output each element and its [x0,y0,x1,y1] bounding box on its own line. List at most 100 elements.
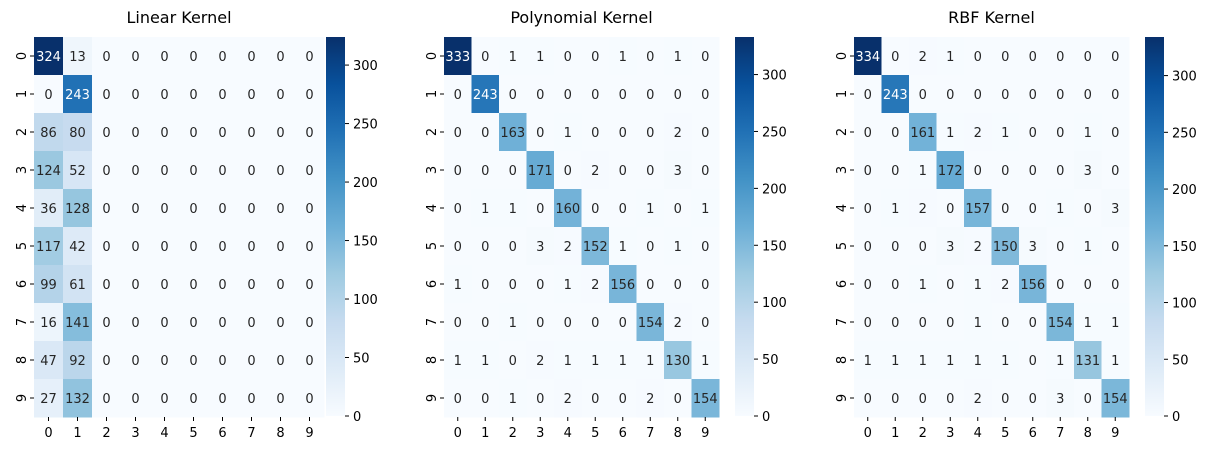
heatmap-cell [471,265,500,304]
heatmap-cell [636,75,665,114]
cell-label: 0 [536,392,544,407]
heatmap-cell [295,113,325,152]
cell-label: 0 [674,278,682,293]
heatmap-cell [691,341,720,380]
heatmap-cell [526,189,555,228]
cell-label: 1 [509,202,517,217]
x-tick-label: 6 [1029,426,1037,441]
cell-label: 0 [218,392,226,407]
heatmap-cell [179,113,209,152]
heatmap-cell [92,303,122,342]
heatmap-cell [664,265,692,304]
cell-label: 1 [509,392,517,407]
cell-label: 0 [305,50,313,65]
heatmap-cell [295,37,325,76]
cell-label: 0 [131,88,139,103]
heatmap-cell [266,37,296,76]
x-tick-label: 3 [536,426,544,441]
heatmap-cell [499,379,527,418]
heatmap-cell [991,151,1020,190]
cell-label: 0 [509,278,517,293]
cell-label: 0 [247,278,255,293]
heatmap-cell [964,113,992,152]
heatmap-cell [526,265,555,304]
cell-label: 1 [919,354,927,369]
heatmap-cell [34,151,64,190]
heatmap-cell [471,227,500,266]
colorbar-tick-label: 0 [1172,410,1180,425]
heatmap-cell [526,151,555,190]
cell-label: 0 [646,50,654,65]
heatmap-cell [554,75,582,114]
cell-label: 1 [674,50,682,65]
y-tick-label: 0 [425,52,440,60]
cell-label: 0 [189,316,197,331]
heatmap-cell [909,303,937,342]
heatmap-cell [295,341,325,380]
heatmap-cell [664,227,692,266]
cell-label: 2 [674,126,682,141]
cell-label: 1 [674,240,682,255]
cell-label: 1 [1056,354,1064,369]
cell-label: 0 [701,240,709,255]
heatmap-cell [444,151,472,190]
x-tick-label: 5 [1001,426,1009,441]
cell-label: 0 [102,392,110,407]
cell-label: 1 [1056,202,1064,217]
cell-label: 0 [509,88,517,103]
heatmap-cell [881,75,910,114]
heatmap-cell [964,379,992,418]
heatmap-cell [208,379,238,418]
cell-label: 0 [701,88,709,103]
heatmap-cell [266,303,296,342]
cell-label: 243 [473,88,498,103]
cell-label: 0 [247,354,255,369]
cell-label: 0 [974,164,982,179]
heatmap-cell [964,189,992,228]
cell-label: 157 [965,202,990,217]
cell-label: 0 [946,316,954,331]
heatmap-cell [1101,37,1130,76]
heatmap-cell [909,379,937,418]
cell-label: 0 [974,88,982,103]
heatmap-cell [609,341,637,380]
colorbar-tick-label: 250 [1172,126,1197,141]
cell-label: 0 [1029,126,1037,141]
heatmap-cell [179,379,209,418]
heatmap-cell [609,227,637,266]
colorbar-tick-label: 300 [1172,70,1197,85]
cell-label: 0 [102,164,110,179]
x-tick-label: 4 [160,426,168,441]
heatmap-cell [854,113,882,152]
cell-label: 0 [160,164,168,179]
cell-label: 243 [883,88,908,103]
heatmap-cell [150,227,180,266]
cell-label: 0 [646,240,654,255]
heatmap-cell [691,151,720,190]
heatmap-cell [179,151,209,190]
x-tick-label: 2 [919,426,927,441]
heatmap-cell [237,379,267,418]
heatmap-cell [991,227,1020,266]
cell-label: 0 [509,164,517,179]
heatmap-cell [854,303,882,342]
cell-label: 0 [102,240,110,255]
cell-label: 0 [189,126,197,141]
colorbar-tick-label: 250 [762,125,787,140]
cell-label: 0 [891,164,899,179]
cell-label: 3 [1084,164,1092,179]
heatmap-cell [936,37,965,76]
y-tick-label: 8 [835,356,850,364]
heatmap-cell [444,265,472,304]
cell-label: 0 [646,88,654,103]
colorbar-tick-label: 200 [762,182,787,197]
heatmap-cell [664,113,692,152]
heatmap-cell [964,303,992,342]
cell-label: 141 [65,316,90,331]
cell-label: 154 [1103,392,1128,407]
heatmap-cell [691,227,720,266]
cell-label: 0 [619,202,627,217]
heatmap-cell [909,37,937,76]
heatmap-cell [854,341,882,380]
heatmap-cell [609,151,637,190]
